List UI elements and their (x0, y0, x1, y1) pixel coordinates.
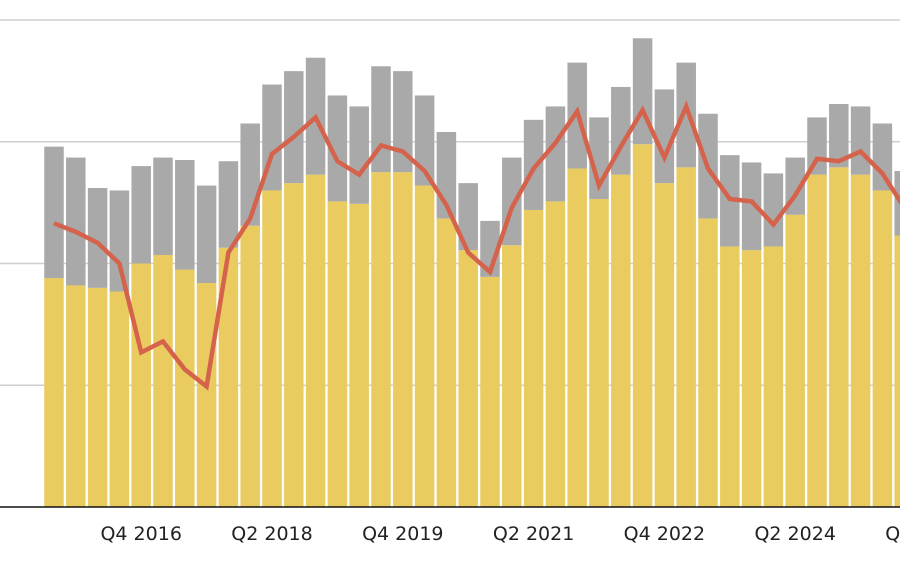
bar-segment-yellow (109, 291, 130, 507)
bar-segment-yellow (676, 167, 696, 507)
bar-segment-yellow (436, 218, 457, 507)
bar-segment-gray (284, 71, 304, 184)
line-path (53, 100, 900, 391)
bar-segment-yellow (153, 254, 173, 507)
line-series (53, 100, 900, 391)
x-axis-ticks: Q4 2016 Q2 2018 Q4 2019 Q2 2021 Q4 2022 Q2 20… (100, 523, 900, 545)
bar-segment-gray (327, 95, 348, 202)
x-tick-label: Q4 2025 (885, 523, 900, 545)
bar-segment-yellow (262, 190, 282, 507)
bar-segment-gray (545, 106, 566, 202)
bar-segment-yellow (894, 235, 900, 507)
bar-segment-gray (458, 183, 478, 251)
bar-segment-gray (175, 160, 195, 270)
x-tick-label: Q2 2018 (231, 523, 312, 545)
bar-segment-yellow (327, 201, 348, 507)
bar-segment-yellow (480, 276, 500, 507)
bar-segment-gray (523, 119, 544, 210)
bars (44, 38, 900, 508)
bar-segment-yellow (545, 201, 566, 507)
bar-segment-yellow (785, 214, 805, 508)
bar-segment-gray (414, 95, 435, 186)
x-tick-label: Q2 2021 (493, 523, 574, 545)
x-tick-label: Q4 2016 (100, 523, 181, 545)
x-tick-label: Q2 2024 (754, 523, 835, 545)
bar-segment-yellow (589, 198, 609, 507)
bar-segment-gray (894, 170, 900, 236)
bar-segment-yellow (720, 246, 740, 507)
bar-segment-yellow (240, 225, 260, 507)
bar-segment-yellow (763, 246, 784, 507)
bar-segment-gray (153, 157, 173, 255)
bar-segment-yellow (632, 144, 653, 507)
bar-segment-yellow (458, 250, 478, 508)
bar-segment-gray (763, 173, 784, 247)
bar-segment-yellow (523, 209, 544, 507)
bar-segment-yellow (66, 285, 86, 507)
bar-segment-yellow (741, 250, 762, 508)
bar-segment-gray (741, 162, 762, 251)
bar-segment-gray (218, 161, 239, 248)
bar-segment-yellow (349, 203, 369, 507)
bar-segment-yellow (131, 263, 151, 507)
bar-segment-yellow (196, 282, 217, 507)
bar-segment-yellow (872, 190, 893, 507)
bar-segment-yellow (305, 174, 326, 507)
bar-segment-gray (850, 106, 871, 175)
bar-segment-gray (196, 185, 217, 283)
bar-segment-yellow (218, 247, 239, 508)
bar-segment-gray (44, 146, 64, 279)
bar-segment-gray (131, 166, 151, 264)
bar-segment-yellow (567, 168, 587, 507)
bar-segment-yellow (698, 218, 718, 507)
bar-segment-yellow (175, 269, 195, 507)
bar-segment-yellow (654, 183, 675, 507)
x-tick-label: Q4 2022 (624, 523, 705, 545)
bar-segment-yellow (44, 278, 64, 507)
bar-segment-yellow (611, 174, 631, 507)
bar-segment-yellow (829, 167, 849, 507)
bar-segment-yellow (87, 287, 108, 507)
bar-segment-yellow (850, 174, 871, 507)
bar-segment-gray (87, 188, 108, 288)
bar-segment-yellow (393, 172, 413, 507)
bar-segment-gray (109, 190, 130, 292)
bar-segment-gray (829, 104, 849, 168)
bar-segment-gray (66, 157, 86, 286)
bar-segment-yellow (502, 245, 522, 508)
bar-segment-yellow (414, 185, 435, 507)
bar-segment-gray (676, 62, 696, 168)
x-tick-label: Q4 2019 (362, 523, 443, 545)
bar-segment-gray (393, 71, 413, 173)
bar-segment-yellow (807, 174, 827, 507)
bar-segment-gray (349, 106, 369, 204)
bar-segment-gray (872, 123, 893, 191)
bar-segment-gray (240, 123, 260, 226)
bar-segment-yellow (284, 183, 304, 507)
bar-segment-gray (654, 89, 675, 184)
bar-segment-yellow (371, 172, 391, 507)
